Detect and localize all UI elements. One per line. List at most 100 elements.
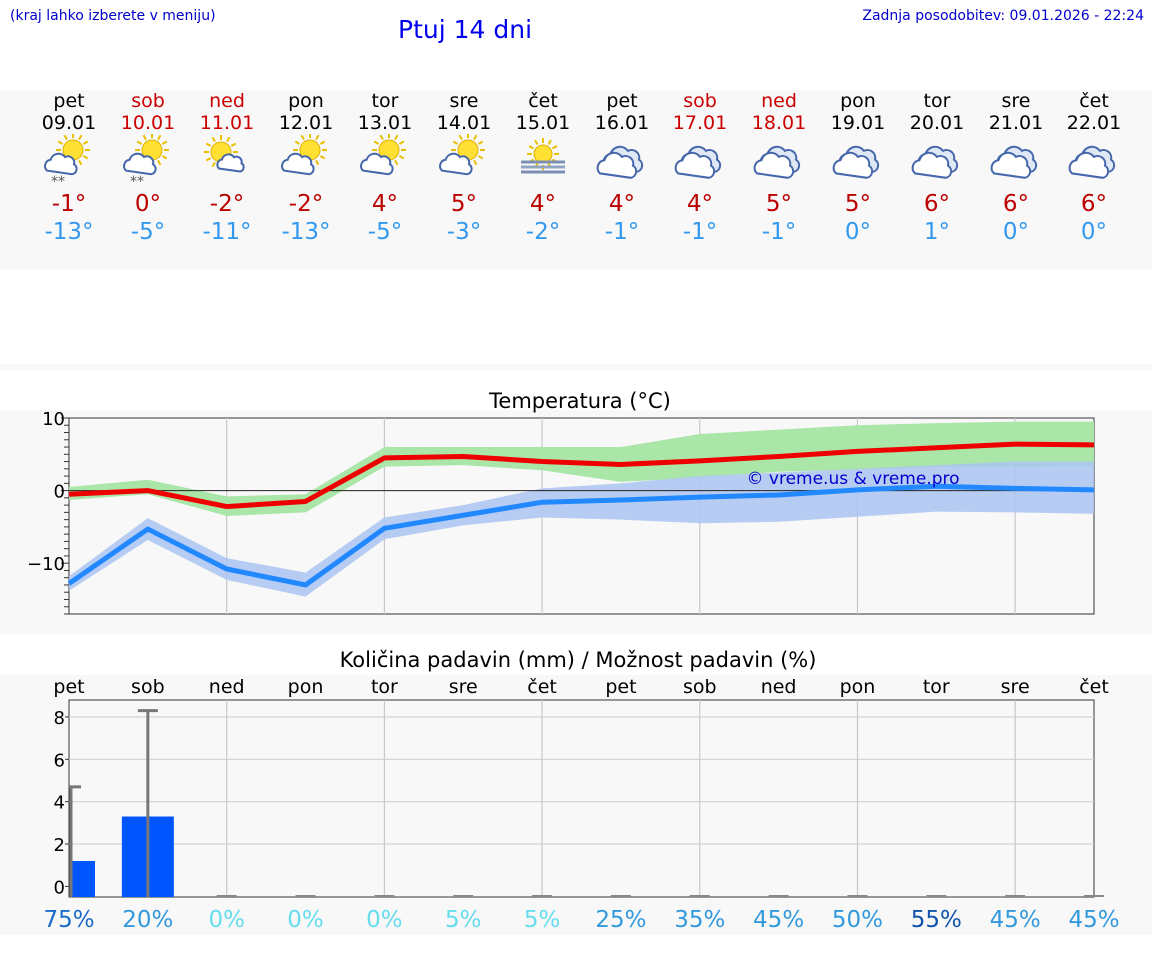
- band-min: [69, 461, 1094, 597]
- precip-probability: 25%: [595, 907, 646, 933]
- day-col: sob 17.01 4° -1°: [660, 90, 740, 246]
- precip-probability: 0%: [287, 907, 324, 933]
- day-min: -3°: [446, 219, 482, 245]
- day-col: ned 18.01 5° -1°: [739, 90, 819, 246]
- precip-probability: 45%: [990, 907, 1041, 933]
- watermark: © vreme.us & vreme.pro: [746, 469, 959, 489]
- precip-day-label: sre: [1001, 676, 1030, 698]
- day-col: čet 15.01 4° -2°: [503, 90, 583, 246]
- day-col: sre 14.01 5° -3°: [424, 90, 504, 246]
- page-title: Ptuj 14 dni: [398, 15, 533, 44]
- day-min: 0°: [1002, 219, 1030, 245]
- day-max: 4°: [371, 191, 399, 217]
- precipitation-chart-title: Količina padavin (mm) / Možnost padavin …: [340, 648, 817, 672]
- day-max: -2°: [209, 191, 245, 217]
- day-max: 4°: [608, 191, 636, 217]
- day-col: pet 16.01 4° -1°: [582, 90, 662, 246]
- precip-day-label: ned: [209, 676, 245, 698]
- day-name: sob: [683, 90, 717, 112]
- y-tick-label: 2: [54, 835, 65, 856]
- region-note: (kraj lahko izberete v meniju): [10, 8, 216, 24]
- cloudy-icon: [828, 134, 888, 186]
- precip-day-label: pet: [53, 676, 84, 698]
- precip-probability: 0%: [208, 907, 245, 933]
- partly-sunny-icon: [355, 133, 415, 186]
- day-date: 09.01: [41, 112, 97, 134]
- day-name: tor: [923, 90, 951, 112]
- precip-day-label: pon: [288, 676, 324, 698]
- cloudy-icon: [749, 134, 809, 186]
- y-tick-label: 6: [54, 750, 65, 771]
- precipitation-probabilities: 75% 20% 0% 0% 0% 5% 5% 25% 35% 45% 50% 55% 45% 45%: [43, 907, 1119, 933]
- precip-day-label: sre: [449, 676, 478, 698]
- day-min: 0°: [844, 219, 872, 245]
- precipitation-bars: [69, 709, 1104, 897]
- separator-band: [0, 364, 1152, 370]
- day-max: 5°: [450, 191, 478, 217]
- day-name: sob: [131, 90, 165, 112]
- partly-sunny-icon: [434, 133, 494, 186]
- daily-forecast-panel: pet 09.01 ** -1° -13° sob 10.01 ** 0° -5° ned 11.…: [0, 90, 1152, 270]
- day-col: tor 20.01 6° 1°: [897, 90, 977, 246]
- precip-probability: 5%: [524, 907, 561, 933]
- day-max: 5°: [844, 191, 872, 217]
- temperature-lines: [67, 441, 1095, 588]
- day-name: pet: [606, 90, 638, 112]
- day-max: 5°: [765, 191, 793, 217]
- y-tick-label: 4: [54, 793, 65, 814]
- day-date: 10.01: [120, 112, 176, 134]
- precip-probability: 5%: [445, 907, 482, 933]
- cloudy-icon: [907, 134, 967, 186]
- day-min: -13°: [281, 219, 331, 245]
- precip-probability: 75%: [43, 907, 94, 933]
- precip-day-label: čet: [1079, 676, 1109, 698]
- sun-small-cloud-icon: [197, 134, 257, 186]
- day-name: čet: [1079, 90, 1109, 112]
- precipitation-grid: [69, 700, 1094, 897]
- day-name: pet: [53, 90, 85, 112]
- precip-day-label: pet: [605, 676, 636, 698]
- day-date: 15.01: [515, 112, 571, 134]
- precip-probability: 20%: [122, 907, 173, 933]
- precip-day-label: sob: [131, 676, 165, 698]
- day-col: pon 12.01 -2° -13°: [266, 90, 346, 246]
- day-date: 16.01: [594, 112, 650, 134]
- day-date: 20.01: [909, 112, 965, 134]
- day-name: pon: [840, 90, 876, 112]
- day-max: 4°: [529, 191, 557, 217]
- day-date: 18.01: [751, 112, 807, 134]
- precip-bar: [70, 860, 95, 897]
- day-name: ned: [761, 90, 797, 112]
- precipitation-day-labels: pet sob ned pon tor sre čet pet sob ned pon tor sre č…: [53, 676, 1108, 698]
- day-min: -5°: [367, 219, 403, 245]
- cloudy-icon: [592, 134, 652, 186]
- partly-sunny-snow-icon: **: [118, 133, 178, 190]
- day-name: tor: [371, 90, 399, 112]
- day-col: sob 10.01 ** 0° -5°: [108, 90, 188, 246]
- partly-sunny-icon: [276, 133, 336, 186]
- precipitation-y-axis: 0 2 4 6 8: [54, 708, 69, 898]
- precip-probability: 55%: [911, 907, 962, 933]
- day-min: 1°: [923, 219, 951, 245]
- day-col: pet 09.01 ** -1° -13°: [29, 90, 109, 246]
- series-max-line: [68, 441, 1095, 510]
- day-date: 22.01: [1066, 112, 1122, 134]
- day-name: sre: [449, 90, 479, 112]
- day-max: -2°: [288, 191, 324, 217]
- temperature-y-axis: 10 0 −10: [27, 409, 69, 615]
- day-date: 12.01: [278, 112, 334, 134]
- day-min: -1°: [761, 219, 797, 245]
- day-date: 14.01: [436, 112, 492, 134]
- series-min-line: [67, 483, 1095, 588]
- precip-day-label: pon: [840, 676, 876, 698]
- day-name: čet: [528, 90, 558, 112]
- day-max: -1°: [51, 191, 87, 217]
- cloudy-icon: [1064, 134, 1124, 186]
- day-name: ned: [209, 90, 245, 112]
- day-min: -1°: [682, 219, 718, 245]
- day-max: 6°: [923, 191, 951, 217]
- day-max: 6°: [1080, 191, 1108, 217]
- day-date: 17.01: [672, 112, 728, 134]
- sun-fog-icon: [513, 134, 573, 186]
